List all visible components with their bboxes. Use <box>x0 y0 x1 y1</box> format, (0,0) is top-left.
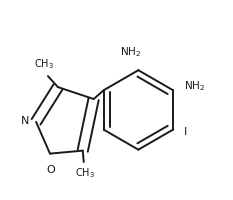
Text: O: O <box>47 165 55 175</box>
Text: CH$_3$: CH$_3$ <box>34 57 54 71</box>
Text: NH$_2$: NH$_2$ <box>120 45 141 59</box>
Text: CH$_3$: CH$_3$ <box>75 167 95 180</box>
Text: I: I <box>184 127 187 137</box>
Text: NH$_2$: NH$_2$ <box>184 79 205 93</box>
Text: N: N <box>21 116 29 126</box>
